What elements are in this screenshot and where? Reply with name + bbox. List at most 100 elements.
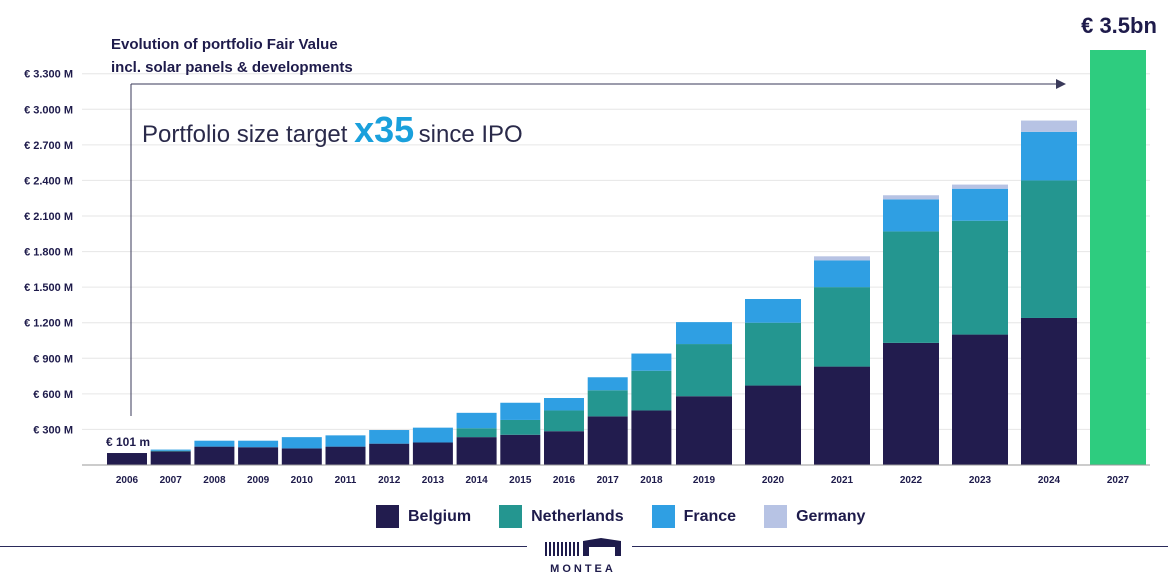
chart-title-line-2: incl. solar panels & developments xyxy=(111,59,353,76)
x-tick-label-2014: 2014 xyxy=(465,475,488,486)
bar-segment-belgium-2024 xyxy=(1021,317,1077,465)
x-tick-label-2015: 2015 xyxy=(509,475,532,486)
x-tick-label-2018: 2018 xyxy=(640,475,663,486)
bar-segment-germany-2023 xyxy=(952,184,1008,189)
x-tick-label-2017: 2017 xyxy=(597,475,620,486)
bar-segment-netherlands-2007 xyxy=(150,450,191,452)
target-annotation-suffix: since IPO xyxy=(419,121,523,148)
bar-segment-netherlands-2024 xyxy=(1021,180,1077,318)
bar-segment-france-2009 xyxy=(238,440,279,448)
bar-segment-france-2023 xyxy=(952,188,1008,221)
x-tick-label-2006: 2006 xyxy=(116,475,139,486)
warehouse-logo-icon xyxy=(545,538,621,556)
bar-segment-belgium-2006 xyxy=(107,453,147,465)
bar-segment-belgium-2018 xyxy=(631,410,672,465)
montea-logo: MONTEA xyxy=(543,538,623,575)
y-tick-label: € 3.300 M xyxy=(24,69,73,81)
x-tick-label-2020: 2020 xyxy=(762,475,785,486)
legend-swatch-netherlands xyxy=(499,505,523,528)
bar-segment-france-2021 xyxy=(814,260,870,288)
x-tick-label-2011: 2011 xyxy=(335,475,357,486)
x-tick-label-2012: 2012 xyxy=(378,475,401,486)
legend-item-netherlands: Netherlands xyxy=(499,505,624,528)
x-tick-label-2021: 2021 xyxy=(831,475,854,486)
bar-segment-belgium-2017 xyxy=(587,416,628,465)
legend-swatch-france xyxy=(651,505,675,528)
logo-wordmark: MONTEA xyxy=(550,563,616,575)
y-tick-label: € 1.500 M xyxy=(24,282,73,294)
target-annotation: Portfolio size target x35 since IPO xyxy=(142,109,523,150)
bar-segment-france-2012 xyxy=(369,430,410,444)
y-tick-label: € 900 M xyxy=(33,353,73,365)
x-tick-label-2010: 2010 xyxy=(291,475,314,486)
bar-segment-netherlands-2017 xyxy=(587,390,628,417)
bar-segment-belgium-2008 xyxy=(194,446,235,465)
legend-item-belgium: Belgium xyxy=(376,505,471,528)
arrow-head-icon xyxy=(1056,79,1066,89)
bar-segment-france-2018 xyxy=(631,353,672,371)
x-tick-label-2007: 2007 xyxy=(160,475,183,486)
bar-segment-france-2011 xyxy=(325,435,366,447)
bar-segment-belgium-2013 xyxy=(412,442,453,465)
bar-segment-france-2019 xyxy=(676,322,732,345)
bar-segment-belgium-2012 xyxy=(369,443,410,465)
gridlines xyxy=(82,73,1150,430)
y-tick-label: € 1.200 M xyxy=(24,318,73,330)
legend-label-belgium: Belgium xyxy=(408,507,472,525)
bars xyxy=(107,50,1146,465)
bar-segment-belgium-2014 xyxy=(456,437,497,465)
bar-segment-netherlands-2016 xyxy=(544,410,584,432)
bar-segment-belgium-2009 xyxy=(238,447,279,465)
bar-segment-belgium-2020 xyxy=(745,385,801,465)
legend-label-netherlands: Netherlands xyxy=(531,507,624,525)
legend-item-germany: Germany xyxy=(764,505,865,528)
bar-segment-belgium-2007 xyxy=(150,451,191,465)
x-tick-label-2008: 2008 xyxy=(203,475,226,486)
y-tick-label: € 600 M xyxy=(33,389,73,401)
bar-segment-target-2027 xyxy=(1090,50,1146,465)
bar-segment-france-2007 xyxy=(150,449,191,451)
bar-segment-netherlands-2014 xyxy=(456,428,497,438)
bar-segment-france-2008 xyxy=(194,440,235,447)
x-tick-label-2016: 2016 xyxy=(553,475,576,486)
target-annotation-multiplier: x35 xyxy=(354,109,414,150)
bar-segment-france-2016 xyxy=(544,398,584,411)
bar-segment-france-2020 xyxy=(745,299,801,323)
bar-segment-france-2010 xyxy=(281,437,322,449)
bar-segment-belgium-2011 xyxy=(325,446,366,465)
bar-segment-netherlands-2018 xyxy=(631,370,672,411)
bar-segment-france-2024 xyxy=(1021,131,1077,181)
x-tick-label-2027: 2027 xyxy=(1107,475,1130,486)
growth-arrow xyxy=(130,79,1066,416)
x-tick-label-2024: 2024 xyxy=(1038,475,1061,486)
bar-segment-belgium-2010 xyxy=(281,448,322,465)
bar-segment-france-2017 xyxy=(587,377,628,391)
x-tick-label-2019: 2019 xyxy=(693,475,716,486)
target-value-label: € 3.5bn xyxy=(1081,13,1157,38)
bar-segment-france-2013 xyxy=(412,427,453,443)
y-tick-label: € 2.100 M xyxy=(24,211,73,223)
bar-segment-belgium-2021 xyxy=(814,366,870,465)
bar-segment-netherlands-2022 xyxy=(883,231,939,343)
y-tick-label: € 2.700 M xyxy=(24,140,73,152)
x-tick-label-2022: 2022 xyxy=(900,475,923,486)
start-value-label: € 101 m xyxy=(106,435,150,449)
legend: Belgium Netherlands France Germany xyxy=(376,505,865,528)
bar-segment-netherlands-2020 xyxy=(745,322,801,386)
bar-segment-netherlands-2023 xyxy=(952,220,1008,335)
bar-segment-belgium-2022 xyxy=(883,342,939,465)
bar-segment-germany-2021 xyxy=(814,256,870,261)
bar-segment-france-2014 xyxy=(456,412,497,429)
y-tick-label: € 300 M xyxy=(33,424,73,436)
bar-segment-germany-2024 xyxy=(1021,120,1077,132)
y-tick-label: € 2.400 M xyxy=(24,175,73,187)
bar-segment-belgium-2016 xyxy=(544,431,584,465)
footer-divider-right xyxy=(632,546,1168,547)
legend-label-france: France xyxy=(683,507,737,525)
y-tick-label: € 1.800 M xyxy=(24,247,73,259)
legend-label-germany: Germany xyxy=(796,507,866,525)
bar-segment-netherlands-2015 xyxy=(500,419,541,435)
target-annotation-prefix: Portfolio size target xyxy=(142,121,354,148)
x-tick-label-2009: 2009 xyxy=(247,475,270,486)
